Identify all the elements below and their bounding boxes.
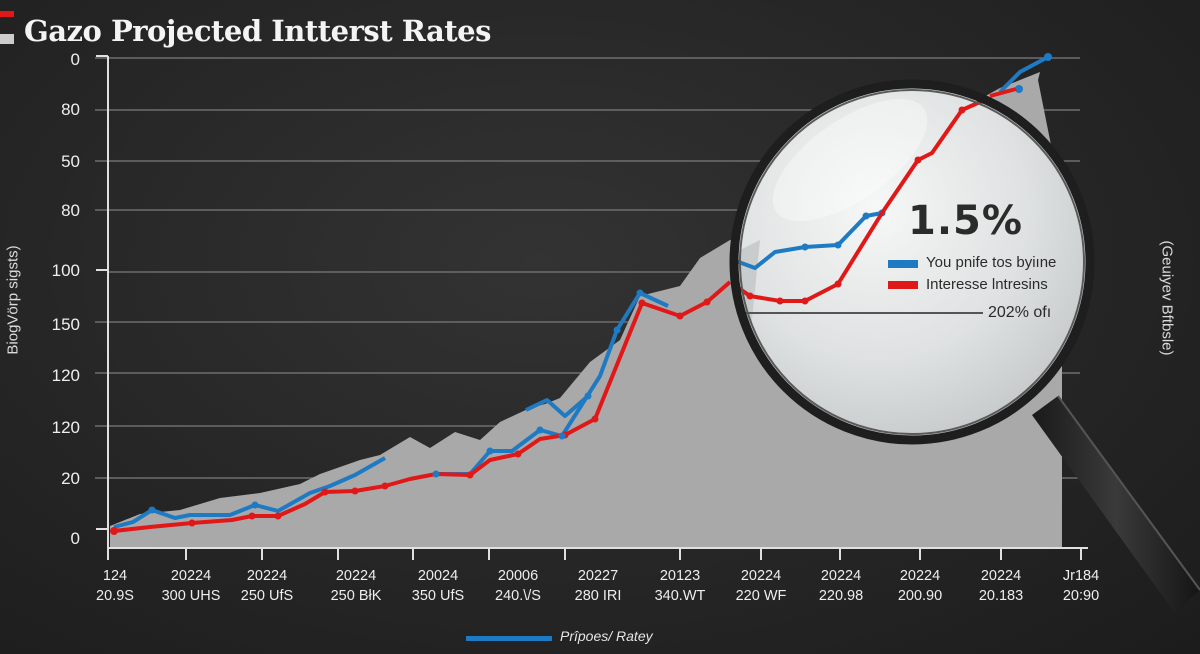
- x-tick-label: 20224 250 BłK: [330, 568, 382, 604]
- title-marker-red: [0, 11, 14, 17]
- legend-swatch-blue: [888, 260, 918, 268]
- y-tick-label: 120: [51, 366, 80, 385]
- x-tick-label: Jr184 20:90: [1062, 568, 1100, 604]
- y-tick-label: 0: [70, 50, 80, 69]
- y-tick-label: 120: [51, 418, 80, 437]
- y-tick-label: 100: [51, 261, 80, 280]
- legend-swatch-blue: [466, 636, 552, 641]
- y-tick-label: 150: [51, 315, 80, 334]
- x-tick-label: 20224 220 WF: [735, 568, 787, 604]
- axes: [96, 55, 1088, 560]
- series-blue-line-3: [525, 394, 590, 418]
- series-red-line: [113, 280, 732, 533]
- magnifier-legend-blue: You pnife tos byiıne: [926, 254, 1057, 271]
- x-tick-label: 20024 350 UfS: [411, 568, 465, 604]
- series-blue-line-2: [436, 291, 669, 476]
- magnifier-value: 1.5%: [908, 198, 1023, 244]
- x-tick-label: 20123 340.WT: [654, 568, 706, 604]
- legend-label: Prîpoes/ Ratey: [560, 628, 653, 644]
- x-tick-label: 20224 20.183: [978, 568, 1024, 604]
- x-tick-label: 20227 280 IRI: [574, 568, 622, 604]
- area-series: [110, 72, 1062, 548]
- x-tick-label: 20224 250 UfS: [240, 568, 294, 604]
- y-tick-label: 0: [70, 529, 80, 548]
- magnifier-handle: [1032, 395, 1200, 612]
- x-tick-label: 20224 300 UHS: [161, 568, 221, 604]
- series-blue-line: [113, 456, 386, 529]
- x-tick-label: 20224 220.98: [818, 568, 864, 604]
- x-tick-label: 124 20.9S: [96, 568, 134, 604]
- title-marker-grey: [0, 34, 14, 44]
- magnifier-legend-red: Interesse lntresins: [926, 276, 1048, 293]
- x-tick-label: 20224 200.90: [897, 568, 943, 604]
- y-tick-label: 80: [61, 100, 80, 119]
- x-tick-label: 20006 240.\/S: [495, 568, 541, 604]
- y-tick-label: 80: [61, 201, 80, 220]
- chart-title: Gazo Projected Intterst Rates: [24, 14, 491, 48]
- y-tick-label: 50: [61, 152, 80, 171]
- y-tick-label: 20: [61, 469, 80, 488]
- magnifier-note: 202% ofı: [988, 304, 1052, 321]
- legend-swatch-red: [888, 281, 918, 289]
